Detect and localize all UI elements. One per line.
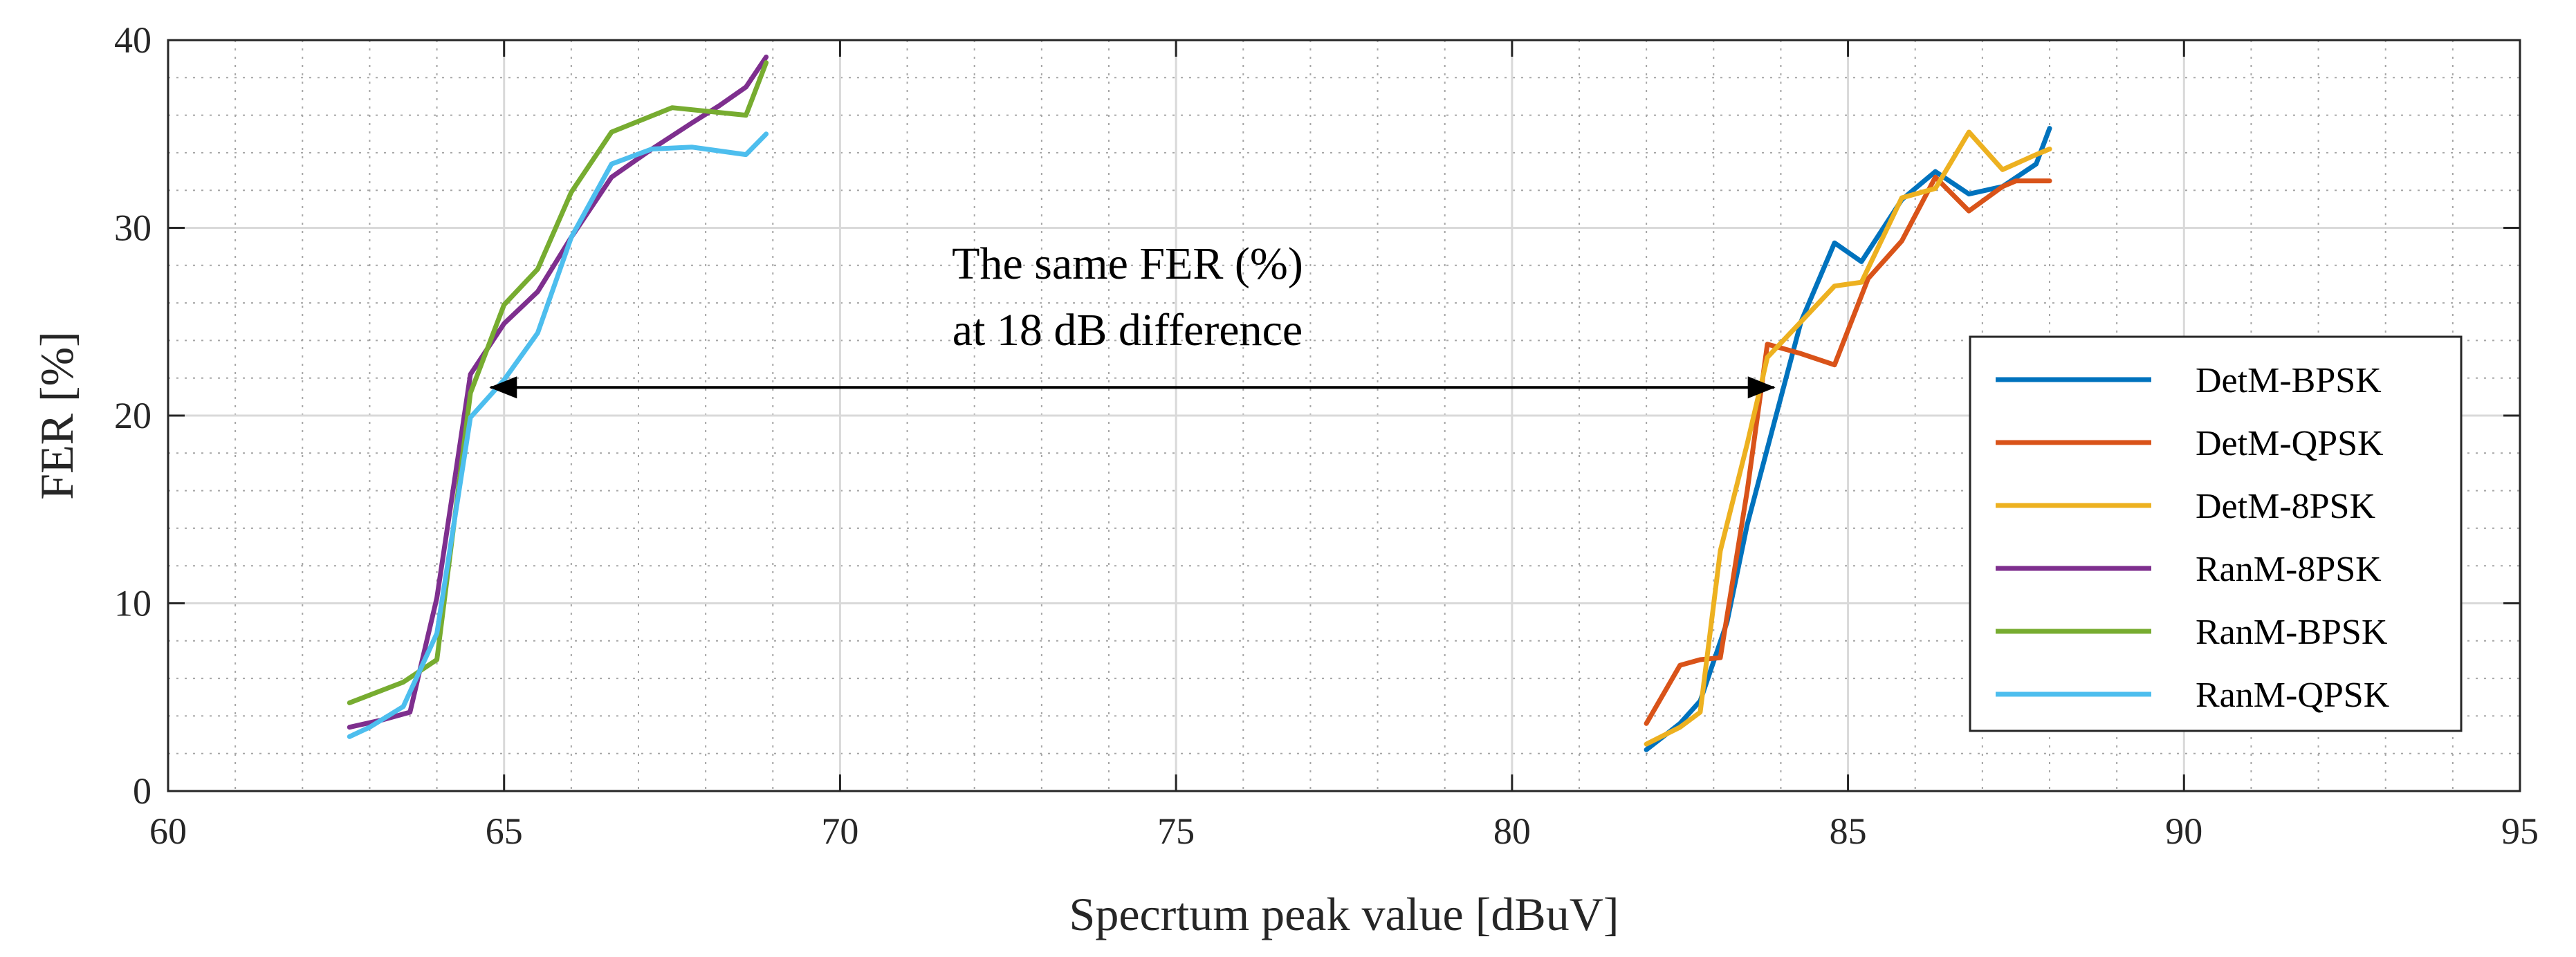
legend-label-detm-8psk: DetM-8PSK	[2196, 487, 2375, 526]
axis-ticks	[167, 39, 2521, 792]
series-line-detm-bpsk	[1644, 126, 2052, 752]
x-tick-label: 90	[2165, 810, 2202, 852]
annotation-line-1: The same FER (%)	[952, 239, 1303, 289]
y-axis-title: FER [%]	[30, 331, 83, 500]
y-tick-label: 20	[114, 395, 151, 436]
legend-box	[1969, 335, 2463, 732]
x-tick-label: 75	[1157, 810, 1195, 852]
legend-label-detm-qpsk: DetM-QPSK	[2196, 424, 2384, 463]
series-line-ranm-qpsk	[347, 131, 769, 739]
y-tick-label: 30	[114, 207, 151, 249]
x-tick-label: 70	[821, 810, 858, 852]
legend-items: DetM-BPSK DetM-QPSK DetM-8PSK RanM-8PSK RanM…	[1996, 361, 2390, 715]
y-tick-labels: 0 10 20 30 40	[114, 19, 151, 812]
series-line-detm-8psk	[1644, 129, 2052, 747]
x-tick-label: 60	[149, 810, 187, 852]
legend-label-ranm-8psk: RanM-8PSK	[2196, 550, 2382, 589]
x-tick-label: 80	[1493, 810, 1531, 852]
y-tick-label: 40	[114, 19, 151, 61]
x-tick-label: 65	[486, 810, 523, 852]
y-tick-label: 10	[114, 583, 151, 624]
legend: DetM-BPSK DetM-QPSK DetM-8PSK RanM-8PSK RanM…	[1969, 335, 2463, 732]
y-tick-label: 0	[133, 770, 151, 812]
x-tick-labels: 60 65 70 75 80 85 90 95	[149, 810, 2539, 852]
x-tick-label: 95	[2501, 810, 2539, 852]
series-line-ranm-bpsk	[347, 60, 769, 705]
x-tick-label: 85	[1830, 810, 1867, 852]
legend-label-detm-bpsk: DetM-BPSK	[2196, 361, 2382, 400]
series-line-ranm-8psk	[347, 54, 769, 730]
annotation-line-2: at 18 dB difference	[953, 305, 1303, 355]
series-lines	[347, 54, 2052, 752]
legend-label-ranm-bpsk: RanM-BPSK	[2196, 613, 2388, 652]
x-axis-title: Specrtum peak value [dBuV]	[1069, 888, 1619, 940]
legend-label-ranm-qpsk: RanM-QPSK	[2196, 676, 2390, 715]
